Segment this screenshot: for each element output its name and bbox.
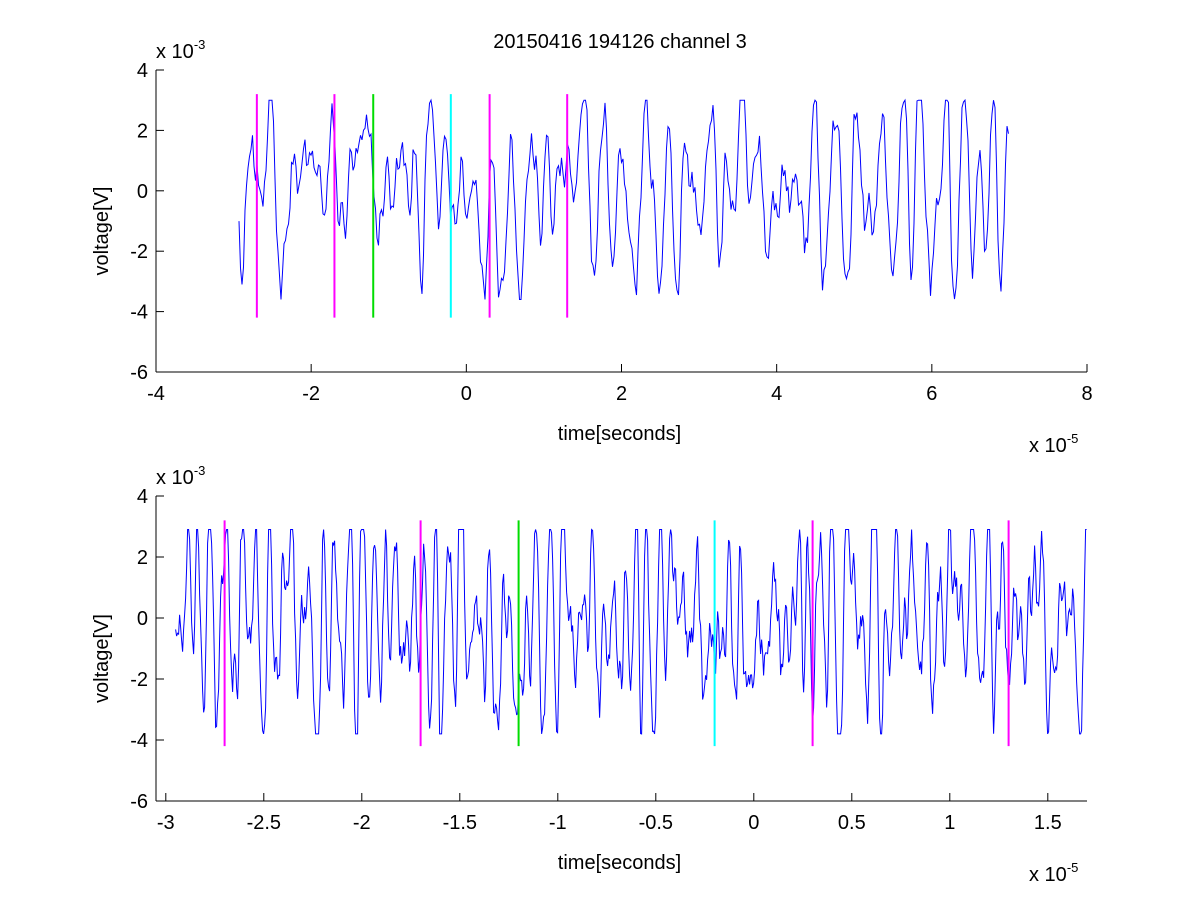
bottom-x-exponent-base: x 10	[1029, 864, 1067, 886]
top-x-axis-label: time[seconds]	[558, 423, 681, 445]
top-y-tick-label: -6	[130, 362, 148, 384]
top-x-tick-label: 6	[926, 383, 937, 405]
bottom-y-exponent: x 10-3	[156, 463, 205, 489]
bottom-x-tick-label: -1	[549, 812, 567, 834]
bottom-x-tick-label: -3	[157, 812, 175, 834]
top-y-tick-label: -2	[130, 241, 148, 263]
bottom-y-exponent-power: -3	[194, 463, 206, 478]
top-y-tick-label: 0	[137, 181, 148, 203]
top-x-tick-label: -2	[302, 383, 320, 405]
bottom-y-tick-label: 0	[137, 608, 148, 630]
top-x-tick-label: 0	[461, 383, 472, 405]
top-event-markers	[255, 94, 569, 318]
bottom-plot-panel: -6 -4 -2 0 2 4 -3 -2.5 -2 -1.5 -1 -0.5 0 0.5 1 1.5 time…	[91, 463, 1087, 886]
top-x-exponent-base: x 10	[1029, 435, 1067, 457]
top-x-tick-label: 4	[771, 383, 782, 405]
bottom-y-tick-label: -4	[130, 730, 148, 752]
bottom-y-tick-label: -6	[130, 791, 148, 813]
top-y-exponent-base: x 10	[156, 41, 194, 63]
bottom-x-exponent: x 10-5	[1029, 860, 1078, 886]
top-axes-box	[156, 70, 1087, 372]
top-y-exponent: x 10-3	[156, 37, 205, 63]
bottom-x-tick-label: 1.5	[1034, 812, 1062, 834]
top-signal-line	[238, 98, 1009, 300]
top-x-exponent-power: -5	[1067, 431, 1079, 446]
top-y-tick-label: 2	[137, 120, 148, 142]
top-y-exponent-power: -3	[194, 37, 206, 52]
bottom-x-axis-label: time[seconds]	[558, 852, 681, 874]
bottom-signal-trace	[175, 528, 1087, 735]
bottom-x-tick-label: 0.5	[838, 812, 866, 834]
bottom-y-tick-label: -2	[130, 669, 148, 691]
top-y-tick-label: 4	[137, 60, 148, 82]
bottom-x-tick-label: -2	[353, 812, 371, 834]
bottom-x-tick-label: 1	[944, 812, 955, 834]
top-x-exponent: x 10-5	[1029, 431, 1078, 457]
top-x-tick-label: -4	[147, 383, 165, 405]
bottom-x-exponent-power: -5	[1067, 860, 1079, 875]
figure-title: 20150416 194126 channel 3	[493, 31, 747, 53]
top-y-axis-label: voltage[V]	[91, 187, 113, 276]
bottom-x-tick-label: -2.5	[247, 812, 281, 834]
bottom-x-tick-label: -1.5	[443, 812, 477, 834]
top-x-tick-label: 2	[616, 383, 627, 405]
bottom-y-axis-label: voltage[V]	[91, 614, 113, 703]
bottom-y-exponent-base: x 10	[156, 467, 194, 489]
top-y-tick-label: -4	[130, 302, 148, 324]
bottom-event-markers	[223, 520, 1010, 747]
bottom-y-tick-label: 4	[137, 486, 148, 508]
bottom-y-tick-label: 2	[137, 547, 148, 569]
top-x-tick-label: 8	[1081, 383, 1092, 405]
bottom-x-tick-label: 0	[748, 812, 759, 834]
bottom-signal-line	[175, 528, 1087, 735]
bottom-axis-ticks: -6 -4 -2 0 2 4 -3 -2.5 -2 -1.5 -1 -0.5 0 0.5 1 1.5	[130, 486, 1087, 834]
bottom-x-tick-label: -0.5	[639, 812, 673, 834]
top-signal-trace	[238, 98, 1009, 300]
